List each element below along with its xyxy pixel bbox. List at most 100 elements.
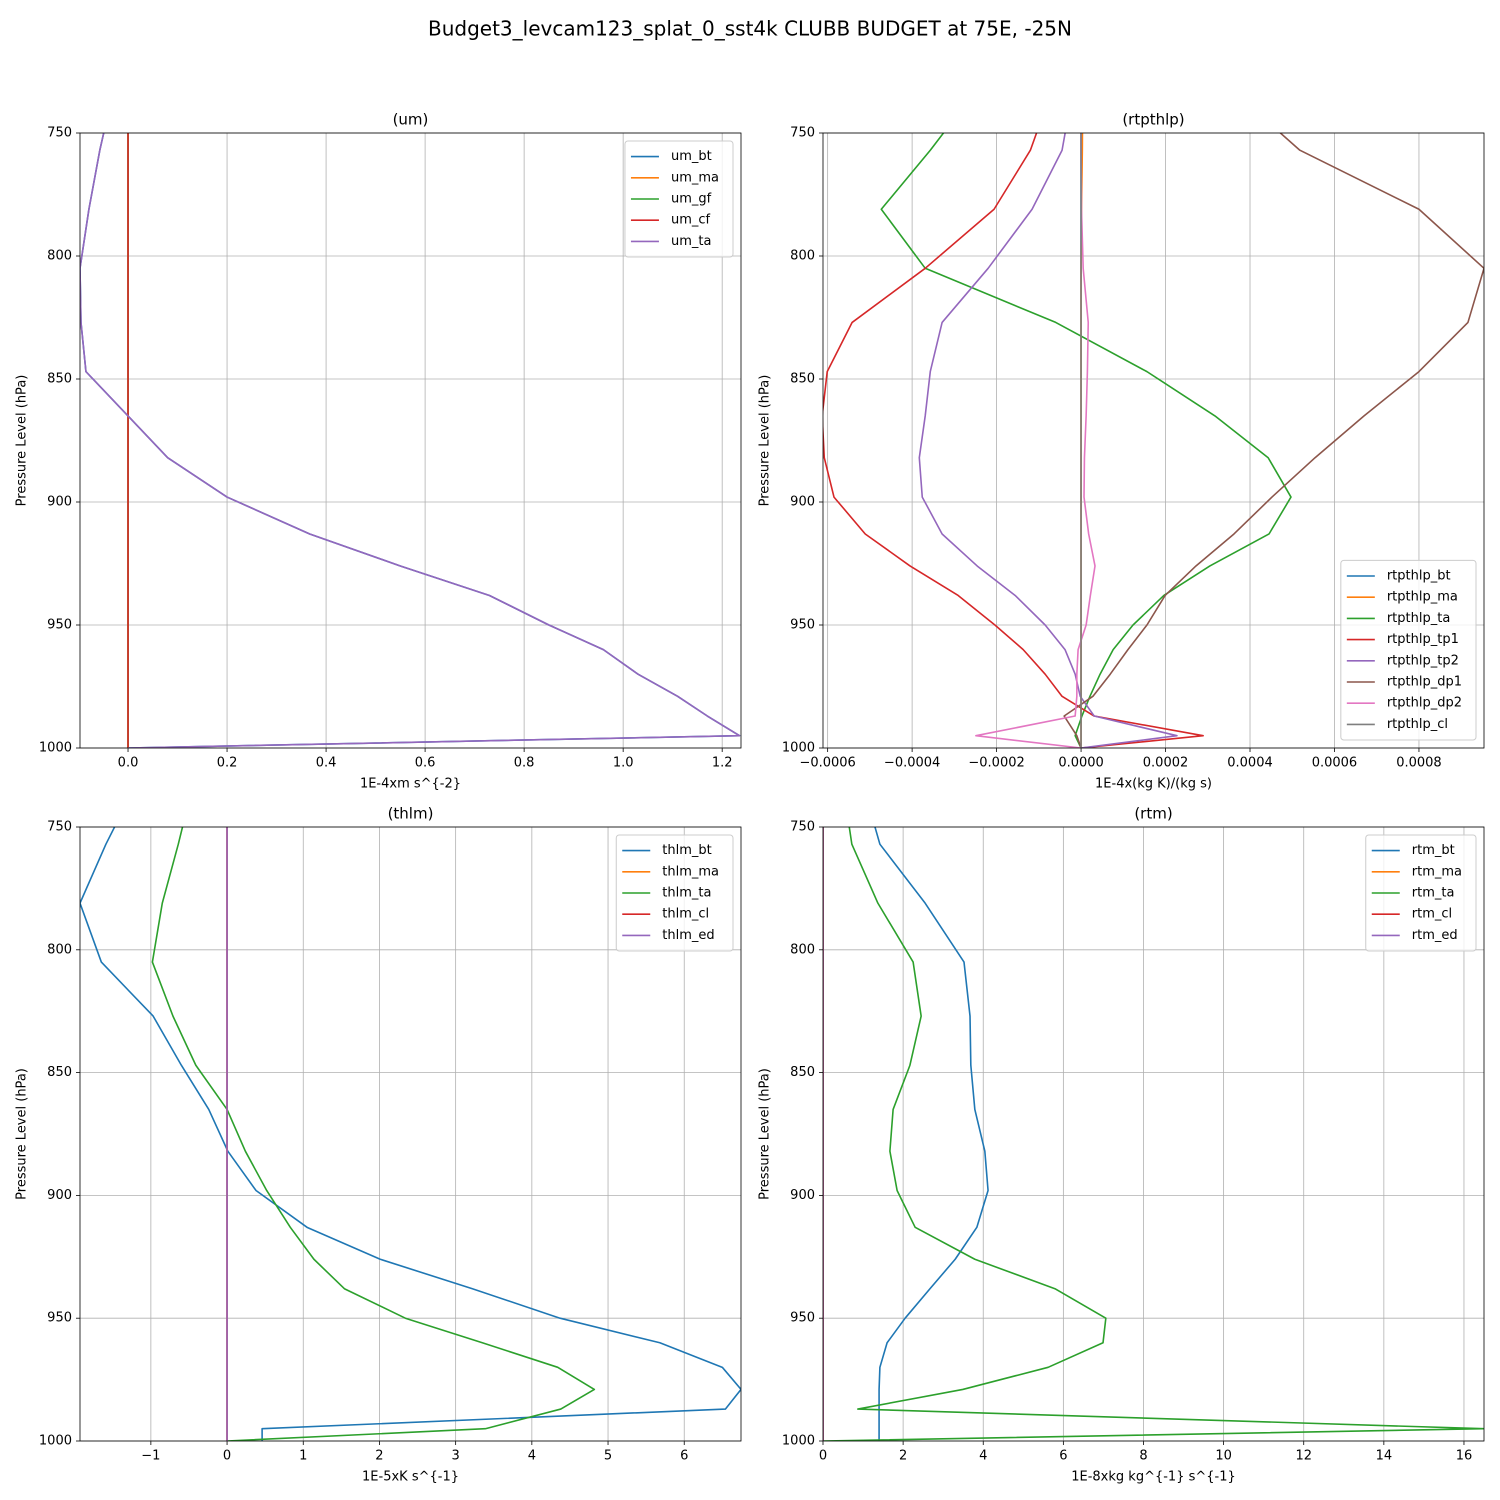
data-line bbox=[874, 827, 989, 1441]
x-tick-label: −0.0006 bbox=[799, 756, 855, 771]
y-tick-label: 750 bbox=[790, 820, 815, 835]
x-tick-label: 10 bbox=[1215, 1449, 1232, 1464]
x-tick-label: 2 bbox=[375, 1449, 383, 1464]
x-tick-label: 0.4 bbox=[316, 756, 337, 771]
x-tick-label: 1 bbox=[299, 1449, 307, 1464]
legend-label: um_cf bbox=[671, 213, 711, 228]
subplot-title: (rtm) bbox=[1134, 805, 1172, 823]
axes-frame bbox=[79, 132, 742, 749]
axes-frame bbox=[822, 132, 1485, 749]
x-tick-label: 16 bbox=[1456, 1449, 1473, 1464]
legend: rtpthlp_bt rtpthlp_ma rtpthlp_ta rtpthlp_tp… bbox=[1340, 559, 1477, 741]
y-axis-label: Pressure Level (hPa) bbox=[15, 375, 30, 507]
legend-label: thlm_ta bbox=[662, 886, 711, 901]
y-tick-label: 750 bbox=[47, 126, 72, 141]
x-axis-label: 1E-4x(kg K)/(kg s) bbox=[1095, 777, 1212, 792]
y-tick-label: 900 bbox=[47, 1188, 72, 1203]
x-tick-label: 2 bbox=[899, 1449, 907, 1464]
x-tick-label: 5 bbox=[604, 1449, 612, 1464]
subplot-title: (um) bbox=[393, 111, 429, 129]
data-line bbox=[823, 133, 1204, 748]
data-line bbox=[151, 827, 596, 1441]
plot-area bbox=[823, 827, 1484, 1441]
legend-label: rtpthlp_dp1 bbox=[1387, 675, 1462, 690]
legend-label: rtpthlp_ma bbox=[1387, 590, 1458, 605]
legend: rtm_bt rtm_ma rtm_ta rtm_cl rtm_ed bbox=[1365, 834, 1477, 952]
x-tick-label: 0 bbox=[819, 1449, 827, 1464]
y-tick-label: 800 bbox=[790, 942, 815, 957]
y-tick-label: 950 bbox=[47, 1311, 72, 1326]
legend: um_bt um_ma um_gf um_cf um_ta bbox=[624, 140, 734, 258]
legend-label: rtm_ta bbox=[1412, 886, 1455, 901]
y-tick-label: 850 bbox=[790, 1065, 815, 1080]
y-tick-label: 750 bbox=[47, 820, 72, 835]
legend-box bbox=[1340, 559, 1477, 741]
data-line bbox=[80, 827, 741, 1441]
plot-area bbox=[80, 133, 741, 748]
x-tick-label: 1.2 bbox=[712, 756, 733, 771]
figure-title: Budget3_levcam123_splat_0_sst4k CLUBB BU… bbox=[428, 17, 1072, 41]
legend-label: rtm_ma bbox=[1412, 864, 1462, 879]
legend-label: um_bt bbox=[671, 149, 712, 164]
plot-area bbox=[80, 827, 741, 1441]
y-tick-label: 900 bbox=[790, 495, 815, 510]
x-tick-label: 0.0000 bbox=[1058, 756, 1104, 771]
legend-label: thlm_ma bbox=[662, 864, 719, 879]
x-tick-label: 14 bbox=[1376, 1449, 1393, 1464]
y-axis-label: Pressure Level (hPa) bbox=[758, 375, 773, 507]
x-tick-label: 12 bbox=[1295, 1449, 1312, 1464]
x-tick-label: 8 bbox=[1139, 1449, 1147, 1464]
y-tick-label: 850 bbox=[790, 372, 815, 387]
y-tick-label: 1000 bbox=[39, 1434, 72, 1449]
y-axis-label: Pressure Level (hPa) bbox=[758, 1068, 773, 1200]
axes-frame bbox=[822, 826, 1485, 1442]
y-tick-label: 850 bbox=[47, 1065, 72, 1080]
legend: thlm_bt thlm_ma thlm_ta thlm_cl thlm_ed bbox=[615, 834, 734, 952]
y-tick-label: 750 bbox=[790, 126, 815, 141]
y-tick-label: 950 bbox=[790, 618, 815, 633]
data-line bbox=[1063, 133, 1484, 748]
legend-label: thlm_ed bbox=[662, 928, 714, 943]
legend-label: rtm_ed bbox=[1412, 928, 1458, 943]
x-tick-label: 4 bbox=[528, 1449, 536, 1464]
data-line bbox=[975, 133, 1096, 748]
y-tick-label: 800 bbox=[47, 942, 72, 957]
x-axis-label: 1E-5xK s^{-1} bbox=[362, 1470, 459, 1485]
x-tick-label: 0.0008 bbox=[1396, 756, 1442, 771]
legend-label: rtpthlp_cl bbox=[1387, 717, 1448, 732]
x-tick-label: 1.0 bbox=[613, 756, 634, 771]
y-tick-label: 950 bbox=[47, 618, 72, 633]
y-tick-label: 1000 bbox=[782, 741, 815, 756]
legend-label: um_gf bbox=[671, 192, 712, 207]
x-axis-label: 1E-8xkg kg^{-1} s^{-1} bbox=[1071, 1470, 1236, 1485]
x-tick-label: 0.0004 bbox=[1227, 756, 1273, 771]
subplot-title: (rtpthlp) bbox=[1122, 111, 1184, 129]
y-tick-label: 900 bbox=[790, 1188, 815, 1203]
x-tick-label: 6 bbox=[1059, 1449, 1067, 1464]
subplot-title: (thlm) bbox=[388, 805, 434, 823]
y-tick-label: 800 bbox=[790, 249, 815, 264]
y-tick-label: 900 bbox=[47, 495, 72, 510]
x-tick-label: 0 bbox=[223, 1449, 231, 1464]
legend-label: rtpthlp_ta bbox=[1387, 611, 1450, 626]
x-tick-label: −1 bbox=[141, 1449, 160, 1464]
legend-box bbox=[615, 834, 734, 952]
x-tick-label: −0.0002 bbox=[968, 756, 1024, 771]
data-line bbox=[823, 827, 1484, 1441]
legend-box bbox=[1365, 834, 1477, 952]
legend-label: thlm_cl bbox=[662, 907, 709, 922]
y-tick-label: 850 bbox=[47, 372, 72, 387]
x-tick-label: 3 bbox=[452, 1449, 460, 1464]
x-tick-label: 4 bbox=[979, 1449, 987, 1464]
y-axis-label: Pressure Level (hPa) bbox=[15, 1068, 30, 1200]
legend-label: rtm_bt bbox=[1412, 843, 1455, 858]
legend-box bbox=[624, 140, 734, 258]
legend-label: rtpthlp_tp2 bbox=[1387, 653, 1459, 668]
y-tick-label: 1000 bbox=[782, 1434, 815, 1449]
legend-label: rtpthlp_dp2 bbox=[1387, 696, 1462, 711]
y-tick-label: 1000 bbox=[39, 741, 72, 756]
axes-frame bbox=[79, 826, 742, 1442]
legend-label: rtpthlp_tp1 bbox=[1387, 632, 1459, 647]
x-tick-label: 0.0002 bbox=[1143, 756, 1189, 771]
